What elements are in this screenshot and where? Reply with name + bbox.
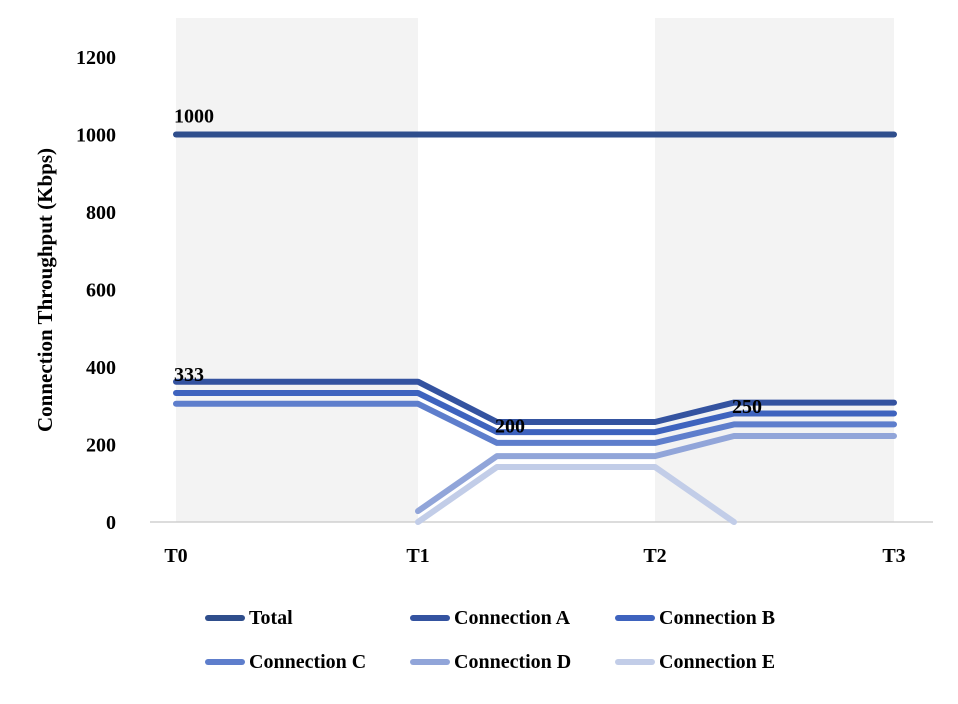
y-tick-label: 0 [106,512,116,534]
legend-label: Connection B [659,606,776,629]
legend-item: Connection D [410,649,571,675]
legend-item: Connection C [205,649,366,675]
x-tick-label: T1 [406,545,429,567]
legend-item: Connection E [615,649,775,675]
series-line-connection-e [415,464,737,525]
legend-label: Connection D [454,650,572,673]
legend-label: Connection C [249,650,367,673]
legend-item: Connection A [410,605,570,631]
shaded-band-0 [176,18,418,522]
legend-swatch [205,615,245,621]
legend-label: Connection E [659,650,776,673]
legend-label: Connection A [454,606,571,629]
y-tick-label: 400 [86,357,116,379]
data-label: 250 [732,396,762,418]
y-tick-label: 200 [86,435,116,457]
legend-label: Total [249,606,293,629]
series-line-connection-b [173,390,897,436]
series-lines [173,131,897,525]
legend-swatch [205,659,245,665]
y-tick-label: 600 [86,280,116,302]
y-tick-label: 800 [86,202,116,224]
y-axis-label: Connection Throughput (Kbps) [33,148,57,432]
legend-swatch [615,659,655,665]
legend-item: Connection B [615,605,775,631]
annotations: 1000 333 200 250 [174,106,762,438]
y-tick-label: 1000 [76,125,116,147]
series-line-connection-c [173,400,897,446]
x-tick-label: T2 [643,545,666,567]
shaded-bands [176,18,894,522]
y-tick-label: 1200 [76,47,116,69]
data-label: 200 [495,416,525,438]
data-label: 1000 [174,106,214,128]
data-label: 333 [174,364,204,386]
legend-item: Total [205,605,293,631]
tick-labels: 0 200 400 600 800 1000 1200 T0 T1 T2 T3 [76,47,906,567]
x-tick-label: T3 [882,545,905,567]
x-tick-label: T0 [164,545,187,567]
series-line-connection-d [415,433,897,515]
series-line-connection-a [173,378,897,425]
legend-swatch [615,615,655,621]
legend-swatch [410,615,450,621]
legend-swatch [410,659,450,665]
